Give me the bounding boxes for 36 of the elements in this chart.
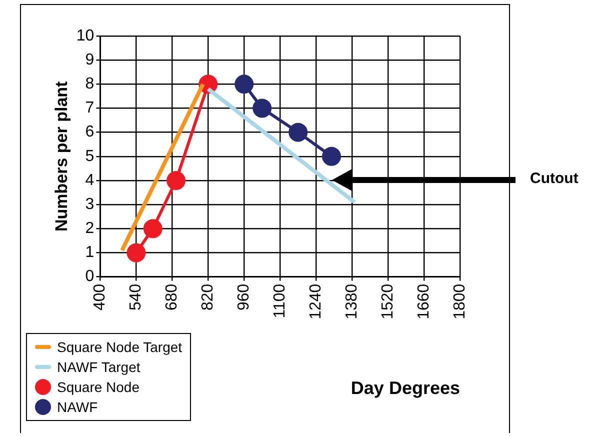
y-tick-label: 10 (76, 27, 94, 44)
text: Cutout (530, 170, 578, 188)
x-axis-title: Day Degrees (350, 378, 460, 398)
point (322, 146, 341, 166)
y-tick-label: 5 (85, 148, 94, 165)
y-tick-label: 2 (85, 220, 94, 238)
y-tick-label: 9 (85, 51, 94, 68)
point (166, 170, 186, 190)
y-axis-title: Numbers per plant (52, 80, 71, 232)
y-tick-label: 8 (85, 76, 94, 93)
point (143, 219, 162, 238)
legend-label: Square Node (57, 379, 140, 395)
y-tick-label: 4 (85, 172, 94, 189)
x-tick-label: 540 (128, 284, 145, 311)
y-tick-label: 1 (85, 244, 94, 262)
y-tick-label: 3 (85, 196, 94, 213)
point (252, 98, 272, 118)
point (288, 122, 308, 142)
point (126, 243, 146, 262)
y-tick-label: 7 (85, 100, 94, 117)
point (234, 74, 254, 94)
x-tick-label: 1520 (379, 284, 396, 320)
legend-label: Square Node Target (57, 339, 182, 355)
y-tick-label: 0 (85, 268, 94, 286)
y-tick-label: 6 (85, 124, 94, 141)
x-tick-label: 1660 (415, 284, 432, 320)
x-tick-label: 1240 (307, 284, 324, 320)
x-tick-label: 1100 (272, 284, 289, 318)
legend-label: NAWF (57, 399, 98, 415)
x-tick-label: 960 (236, 284, 253, 311)
legend-label: NAWF Target (57, 359, 140, 375)
x-tick-label: 1800 (451, 284, 468, 320)
x-tick-label: 1380 (343, 284, 360, 320)
x-tick-label: 820 (200, 284, 217, 311)
x-tick-label: 400 (92, 284, 109, 311)
x-tick-label: 680 (164, 284, 181, 311)
